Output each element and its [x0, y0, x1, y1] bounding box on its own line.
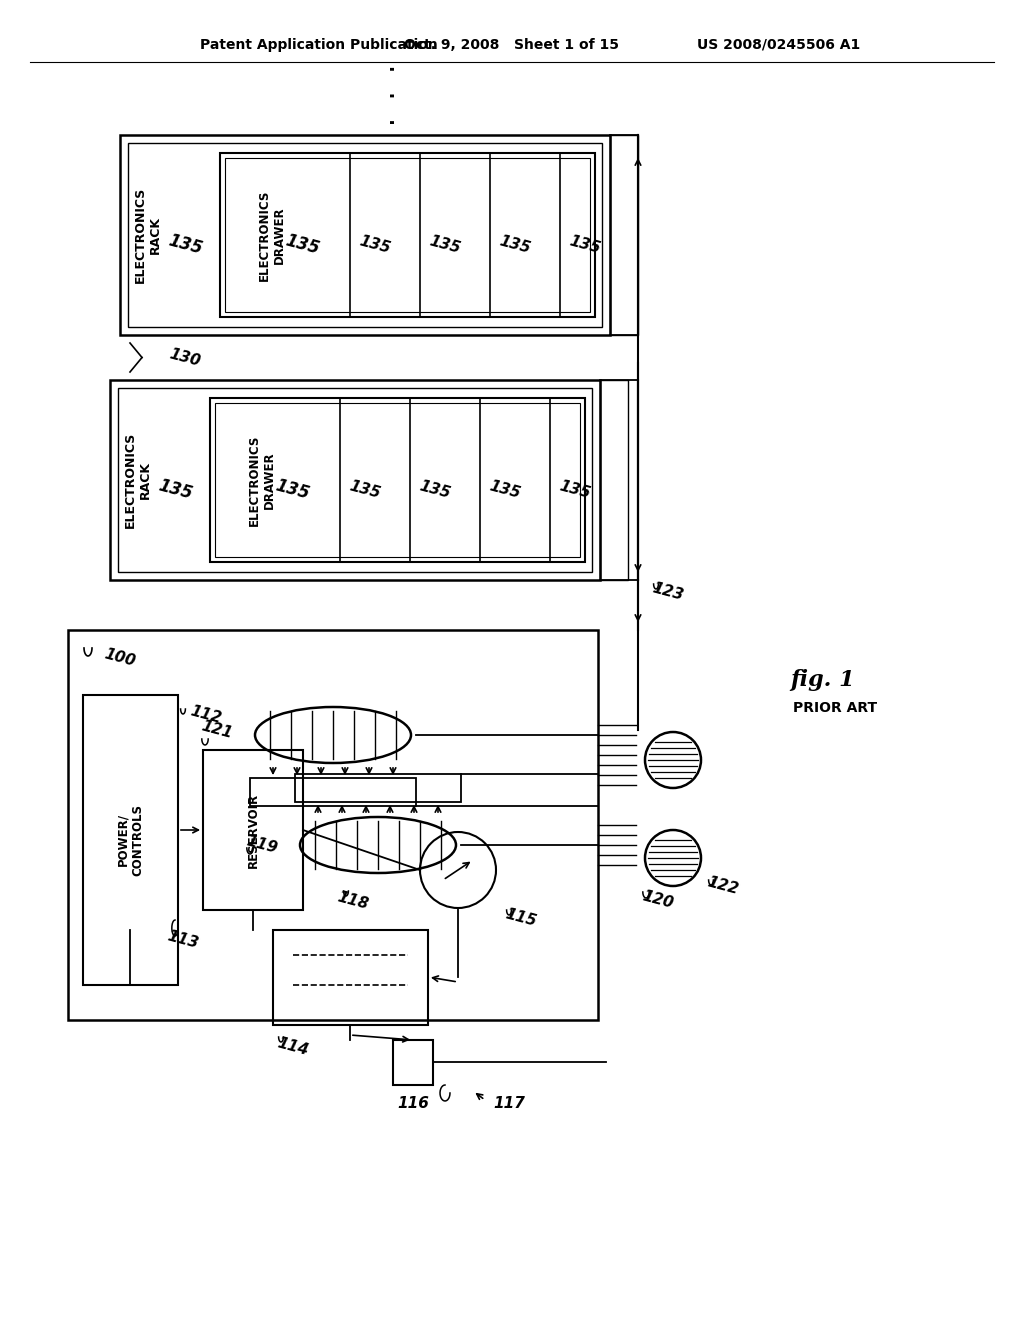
Text: 100: 100 [102, 647, 137, 669]
Text: Patent Application Publication: Patent Application Publication [200, 38, 437, 51]
Bar [110, 380, 600, 579]
Bar [210, 399, 585, 562]
Text: 119: 119 [245, 834, 280, 857]
Text: 121: 121 [200, 718, 234, 742]
Text: 135: 135 [428, 234, 462, 256]
Text: 116: 116 [397, 1096, 429, 1110]
Text: 120: 120 [641, 888, 676, 911]
Text: ·  ·  ·: · · · [381, 63, 409, 127]
Text: 135: 135 [283, 232, 322, 259]
Bar [273, 931, 428, 1026]
Bar [250, 777, 416, 807]
Text: 135: 135 [567, 234, 602, 256]
Text: Oct. 9, 2008   Sheet 1 of 15: Oct. 9, 2008 Sheet 1 of 15 [404, 38, 620, 51]
Text: fig. 1: fig. 1 [790, 669, 855, 690]
Text: 135: 135 [558, 479, 592, 502]
Bar [215, 403, 580, 557]
Bar [120, 135, 610, 335]
Text: 135: 135 [166, 232, 204, 259]
Bar [203, 750, 303, 909]
Text: ELECTRONICS
DRAWER: ELECTRONICS DRAWER [248, 434, 276, 525]
Bar [118, 388, 592, 572]
Text: ELECTRONICS
RACK: ELECTRONICS RACK [134, 187, 162, 282]
Bar [225, 158, 590, 312]
Bar [393, 1040, 433, 1085]
Text: 135: 135 [498, 234, 532, 256]
Text: PRIOR ART: PRIOR ART [793, 701, 878, 715]
Text: 135: 135 [418, 479, 453, 502]
Text: 118: 118 [336, 890, 371, 912]
Text: 115: 115 [504, 907, 539, 929]
Text: 112: 112 [188, 704, 223, 726]
Text: 135: 135 [348, 479, 382, 502]
Bar [68, 630, 598, 1020]
Text: 123: 123 [650, 581, 685, 603]
Bar [220, 153, 595, 317]
Text: 114: 114 [275, 1036, 310, 1059]
Text: 135: 135 [156, 477, 195, 503]
Text: 135: 135 [487, 479, 522, 502]
Text: 122: 122 [706, 875, 740, 898]
Text: 130: 130 [168, 346, 203, 368]
Bar [610, 135, 638, 335]
Text: 113: 113 [166, 929, 201, 952]
Text: 135: 135 [357, 234, 392, 256]
Text: 135: 135 [272, 477, 311, 503]
Bar [83, 696, 178, 985]
Bar [295, 774, 461, 803]
Text: ELECTRONICS
DRAWER: ELECTRONICS DRAWER [258, 189, 286, 281]
Bar [128, 143, 602, 327]
Text: 117: 117 [493, 1096, 525, 1110]
Bar [600, 380, 628, 579]
Text: ELECTRONICS
RACK: ELECTRONICS RACK [124, 432, 152, 528]
Text: US 2008/0245506 A1: US 2008/0245506 A1 [696, 38, 860, 51]
Text: POWER/
CONTROLS: POWER/ CONTROLS [116, 804, 144, 876]
Text: RESERVOIR: RESERVOIR [247, 792, 259, 867]
